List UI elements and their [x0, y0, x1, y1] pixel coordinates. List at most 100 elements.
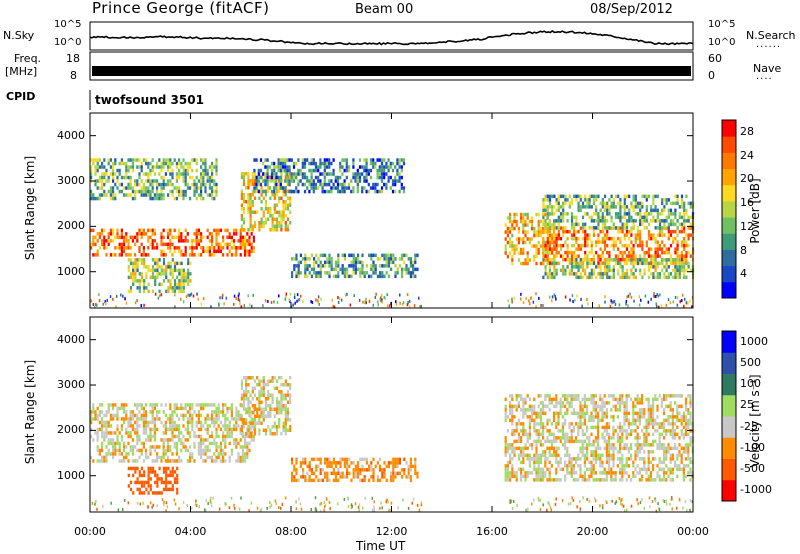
echo-cell — [561, 401, 564, 405]
noise-cell — [105, 302, 107, 306]
echo-cell — [280, 432, 283, 436]
echo-cell — [169, 445, 172, 449]
echo-cell — [145, 431, 148, 435]
echo-cell — [132, 261, 135, 266]
echo-cell — [606, 236, 609, 241]
echo-cell — [623, 201, 626, 206]
echo-cell — [665, 226, 668, 230]
echo-cell — [215, 417, 218, 421]
echo-cell — [391, 182, 395, 187]
echo-cell — [610, 471, 613, 475]
echo-cell — [116, 427, 119, 432]
echo-cell — [647, 275, 651, 280]
echo-cell — [509, 240, 512, 245]
echo-cell — [112, 417, 115, 421]
echo-cell — [515, 446, 518, 451]
echo-cell — [125, 427, 128, 432]
echo-cell — [647, 250, 651, 255]
echo-cell — [683, 243, 686, 248]
echo-cell — [517, 436, 520, 440]
echo-cell — [667, 233, 670, 237]
echo-cell — [96, 459, 99, 463]
echo-cell — [606, 268, 609, 273]
echo-cell — [178, 438, 181, 442]
echo-cell — [504, 251, 507, 255]
echo-cell — [564, 411, 567, 416]
echo-cell — [206, 448, 209, 453]
echo-cell — [506, 216, 509, 220]
echo-cell — [619, 215, 622, 220]
echo-cell — [357, 464, 360, 469]
echo-cell — [169, 413, 172, 418]
echo-cell — [643, 250, 646, 255]
echo-cell — [544, 404, 547, 409]
echo-cell — [546, 236, 549, 241]
echo-cell — [182, 413, 185, 418]
noise-cell — [681, 299, 683, 302]
echo-cell — [90, 193, 93, 197]
echo-cell — [176, 477, 179, 481]
echo-cell — [158, 182, 161, 187]
echo-cell — [531, 244, 534, 248]
echo-cell — [240, 203, 243, 207]
echo-cell — [372, 475, 375, 479]
echo-cell — [149, 172, 152, 176]
echo-cell — [564, 453, 567, 458]
echo-cell — [544, 208, 547, 213]
echo-cell — [513, 212, 516, 217]
echo-cell — [169, 417, 172, 421]
noise-cell — [418, 296, 420, 300]
echo-cell — [330, 161, 333, 166]
echo-cell — [511, 408, 514, 412]
echo-cell — [632, 247, 635, 251]
echo-cell — [114, 161, 117, 166]
echo-cell — [175, 186, 178, 190]
echo-cell — [112, 196, 115, 201]
echo-cell — [250, 434, 253, 439]
noise-cell — [627, 304, 629, 308]
echo-cell — [354, 264, 357, 268]
echo-cell — [120, 406, 123, 411]
echo-cell — [280, 400, 283, 404]
echo-cell — [553, 439, 556, 444]
echo-cell — [275, 210, 279, 214]
echo-cell — [630, 247, 633, 251]
echo-cell — [167, 487, 170, 492]
echo-cell — [535, 261, 538, 266]
echo-cell — [346, 464, 349, 469]
echo-cell — [372, 253, 375, 258]
echo-cell — [240, 228, 243, 232]
echo-cell — [542, 467, 545, 472]
echo-cell — [200, 232, 203, 236]
echo-cell — [134, 158, 137, 162]
echo-cell — [245, 386, 248, 390]
echo-cell — [685, 261, 688, 266]
echo-cell — [579, 226, 582, 230]
echo-cell — [112, 445, 115, 449]
echo-cell — [559, 411, 562, 416]
echo-cell — [343, 257, 346, 261]
echo-cell — [520, 467, 523, 472]
noise-cell — [270, 300, 273, 304]
echo-cell — [528, 237, 531, 241]
echo-cell — [253, 393, 257, 397]
echo-cell — [590, 226, 593, 230]
echo-cell — [248, 434, 251, 439]
echo-cell — [683, 215, 686, 220]
echo-cell — [363, 165, 366, 169]
echo-cell — [583, 460, 586, 465]
echo-cell — [125, 168, 128, 173]
echo-cell — [394, 457, 397, 462]
echo-cell — [354, 464, 357, 469]
echo-cell — [416, 267, 419, 272]
echo-cell — [266, 168, 269, 173]
echo-cell — [278, 182, 281, 186]
echo-cell — [249, 200, 252, 204]
echo-cell — [149, 427, 152, 432]
echo-cell — [92, 459, 95, 463]
echo-cell — [151, 466, 155, 471]
echo-cell — [147, 434, 150, 439]
echo-cell — [533, 226, 536, 231]
echo-cell — [140, 406, 143, 411]
echo-cell — [200, 158, 203, 162]
